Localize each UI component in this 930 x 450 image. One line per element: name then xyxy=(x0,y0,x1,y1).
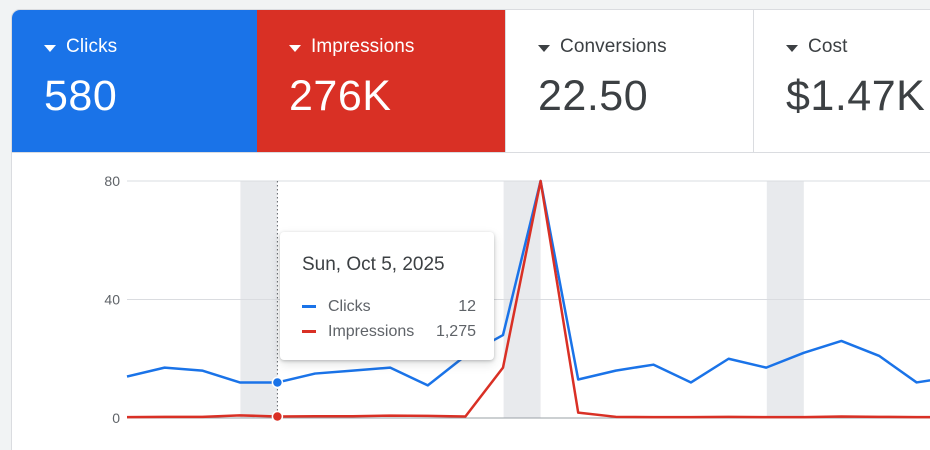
metric-value-cost: $1.47K xyxy=(786,72,926,120)
metric-value-clicks: 580 xyxy=(44,72,118,120)
hover-point-clicks xyxy=(271,376,284,389)
caret-down-icon[interactable] xyxy=(289,44,301,52)
tooltip-value-impressions: 1,275 xyxy=(435,322,476,340)
caret-down-icon[interactable] xyxy=(44,44,56,52)
series-line-impressions xyxy=(126,179,930,419)
metric-header: Clicks xyxy=(44,36,257,58)
metric-header: Cost xyxy=(786,36,930,58)
impressions-swatch xyxy=(302,330,316,333)
y-tick-label: 80 xyxy=(104,173,120,189)
y-tick-label: 0 xyxy=(112,410,120,426)
metric-value-conversions: 22.50 xyxy=(538,72,649,120)
metric-tile-cost[interactable]: Cost $1.47K xyxy=(753,10,930,152)
caret-down-icon[interactable] xyxy=(786,44,798,52)
metric-value-impressions: 276K xyxy=(289,72,392,120)
metric-tile-conversions[interactable]: Conversions 22.50 xyxy=(505,10,753,152)
metric-header: Conversions xyxy=(538,36,753,58)
hover-point-impressions xyxy=(271,410,284,423)
metric-tile-clicks[interactable]: Clicks 580 xyxy=(12,10,257,152)
tooltip-date: Sun, Oct 5, 2025 xyxy=(302,254,445,275)
metric-tile-impressions[interactable]: Impressions 276K xyxy=(257,10,505,152)
metric-header: Impressions xyxy=(289,36,505,58)
tooltip-label-clicks: Clicks xyxy=(328,297,371,315)
tooltip-row-impressions: Impressions 1,275 xyxy=(302,319,476,344)
y-tick-label: 40 xyxy=(104,292,120,308)
metric-label-clicks: Clicks xyxy=(66,36,118,57)
metric-label-conversions: Conversions xyxy=(560,36,667,57)
caret-down-icon[interactable] xyxy=(538,44,550,52)
clicks-swatch xyxy=(302,305,316,308)
metric-label-cost: Cost xyxy=(808,36,848,57)
tooltip-value-clicks: 12 xyxy=(458,297,476,315)
metric-tiles: Clicks 580 Impressions 276K Conversions … xyxy=(12,10,930,152)
tiles-divider xyxy=(12,152,930,153)
performance-line-chart[interactable]: 80 40 0 xyxy=(0,0,930,430)
tooltip-row-clicks: Clicks 12 xyxy=(302,294,476,319)
chart-tooltip: Sun, Oct 5, 2025 Clicks 12 Impressions 1… xyxy=(280,232,494,360)
metric-label-impressions: Impressions xyxy=(311,36,415,57)
tooltip-label-impressions: Impressions xyxy=(328,322,415,340)
